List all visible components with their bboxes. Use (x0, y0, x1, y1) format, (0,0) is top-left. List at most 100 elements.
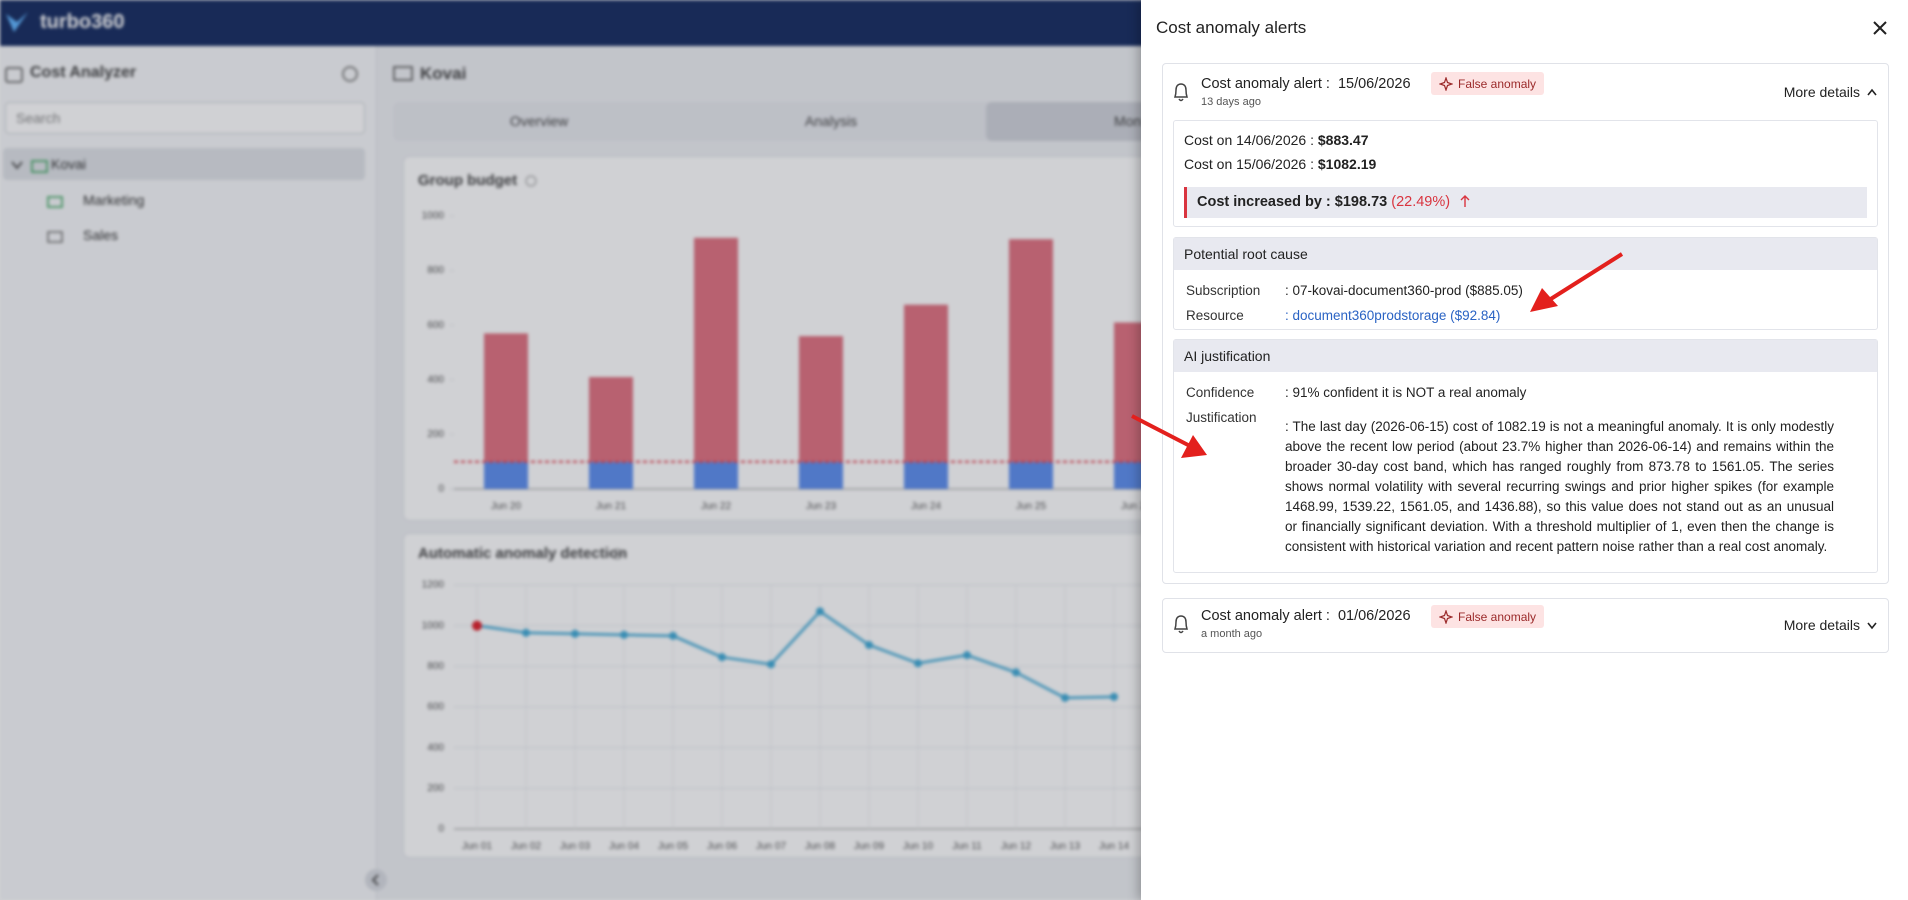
bar-segment (484, 333, 528, 462)
point (767, 660, 775, 669)
y-tick-label: 200 (427, 783, 444, 794)
x-tick-label: Jun 21 (596, 501, 626, 512)
point (620, 630, 628, 639)
folder-icon (393, 66, 413, 81)
cost-box: Cost on 14/06/2026 : $883.47 Cost on 15/… (1173, 120, 1878, 227)
point (816, 607, 824, 616)
chart-title: Group budget (418, 172, 517, 189)
brand: turbo360 (40, 11, 125, 33)
alert-label: Cost anomaly alert : (1201, 608, 1330, 624)
cost-line: Cost on 15/06/2026 : $1082.19 (1184, 156, 1376, 172)
tree-item[interactable]: Kovai (3, 148, 365, 180)
cost-label: Cost on 15/06/2026 : (1184, 156, 1314, 172)
point (1110, 692, 1118, 701)
line (476, 610, 1115, 700)
y-tick-label: 0 (438, 484, 444, 495)
bell-icon (1173, 615, 1189, 634)
point (571, 629, 579, 638)
ai-box: AI justification Confidence : 91% confid… (1173, 339, 1878, 573)
tree-icons (11, 160, 63, 243)
x-tick-label: Jun 11 (952, 841, 982, 852)
logo (6, 12, 28, 32)
close-button[interactable] (1872, 20, 1888, 36)
y-tick-label: 800 (427, 265, 444, 276)
x-tick-label: Jun 14 (1099, 841, 1129, 852)
bar-segment (694, 461, 738, 489)
x-tick-label: Jun 24 (911, 501, 941, 512)
x-tick-label: Jun 10 (903, 841, 933, 852)
alert-date: 01/06/2026 (1337, 608, 1411, 624)
tree-item[interactable]: Marketing (83, 192, 145, 208)
y-tick-label: 800 (427, 661, 444, 672)
drawer: Cost anomaly alerts Cost anomaly alert :… (1141, 0, 1908, 900)
sidebar: Cost Analyzer Search Kovai Marketing Sal… (0, 46, 387, 900)
x-tick-label: Jun 02 (511, 841, 541, 852)
point (865, 640, 873, 649)
bar-segment (1009, 239, 1053, 462)
alert-heading: Cost anomaly alert : 01/06/2026 (1201, 608, 1411, 624)
y-tick-label: 1000 (422, 211, 445, 222)
bar-segment (904, 304, 948, 462)
tree-item[interactable]: Sales (83, 227, 119, 243)
alert-heading: Cost anomaly alert : 15/06/2026 (1201, 76, 1411, 92)
sparkle-icon (1439, 610, 1453, 624)
chevron-up (1867, 88, 1877, 96)
alert-label: Cost anomaly alert : (1201, 76, 1330, 92)
alert-age: 13 days ago (1201, 96, 1261, 108)
tab[interactable]: Overview (509, 113, 569, 129)
x-tick-label: Jun 20 (491, 501, 521, 512)
x-tick-label: Jun 06 (707, 841, 737, 852)
bar-segment (904, 461, 948, 489)
analyzer-icon (5, 67, 23, 83)
increase-label: Cost increased by : (1197, 194, 1331, 210)
info-icon (525, 175, 537, 187)
point (914, 659, 922, 668)
tag: False anomaly (1431, 605, 1545, 628)
bar-segment (1009, 461, 1053, 489)
row-value: : 91% confident it is NOT a real anomaly (1285, 385, 1527, 400)
toggle-label: More details (1783, 84, 1860, 100)
x-tick-label: Jun 03 (560, 841, 590, 852)
cost-label: Cost on 14/06/2026 : (1184, 132, 1314, 148)
bar-segment (799, 461, 843, 489)
tab[interactable]: Analysis (804, 113, 858, 129)
x-tick-label: Jun 05 (658, 841, 688, 852)
search-input[interactable]: Search (5, 102, 365, 134)
toggle-label: More details (1783, 617, 1860, 633)
chevron-down (1867, 622, 1877, 630)
y-tick-label: 200 (427, 429, 444, 440)
increase-bar: Cost increased by : $198.73 (22.49%) (1184, 187, 1867, 218)
drawer-title: Cost anomaly alerts (1156, 18, 1307, 37)
point (1012, 668, 1020, 677)
y-tick-label: 1200 (422, 580, 445, 591)
collapse-button[interactable] (364, 868, 388, 892)
x-tick-label: Jun 12 (1001, 841, 1031, 852)
toggle[interactable]: More details (1784, 84, 1878, 100)
justification-text: : The last day (2026-06-15) cost of 1082… (1285, 419, 1834, 554)
x-tick-label: Jun 08 (805, 841, 835, 852)
cost-value: $1082.19 (1317, 156, 1377, 172)
settings-icon[interactable] (340, 64, 360, 84)
section-header: Potential root cause (1174, 238, 1877, 270)
x-tick-label: Jun 23 (806, 501, 836, 512)
breadcrumb: Kovai (420, 64, 467, 83)
section-header: AI justification (1174, 340, 1877, 372)
bell-icon (1173, 83, 1189, 102)
toggle[interactable]: More details (1784, 617, 1878, 633)
chart-title: Automatic anomaly detection (418, 545, 627, 562)
cost-line: Cost on 14/06/2026 : $883.47 (1184, 132, 1369, 148)
sparkle-icon (1439, 77, 1453, 91)
alert-card: Cost anomaly alert : 01/06/2026 False ano… (1162, 598, 1889, 653)
increase-value: $198.73 (1334, 194, 1388, 210)
point (1061, 693, 1069, 702)
point (522, 628, 530, 637)
row-value: : 07-kovai-document360-prod ($885.05) (1285, 283, 1523, 298)
cost-value: $883.47 (1317, 132, 1369, 148)
point (963, 651, 971, 660)
tag: False anomaly (1431, 72, 1545, 95)
row-key: Resource (1186, 308, 1244, 323)
resource-link[interactable]: : document360prodstorage ($92.84) (1285, 308, 1501, 323)
row-key: Confidence (1186, 385, 1255, 400)
y-tick-label: 400 (427, 742, 444, 753)
